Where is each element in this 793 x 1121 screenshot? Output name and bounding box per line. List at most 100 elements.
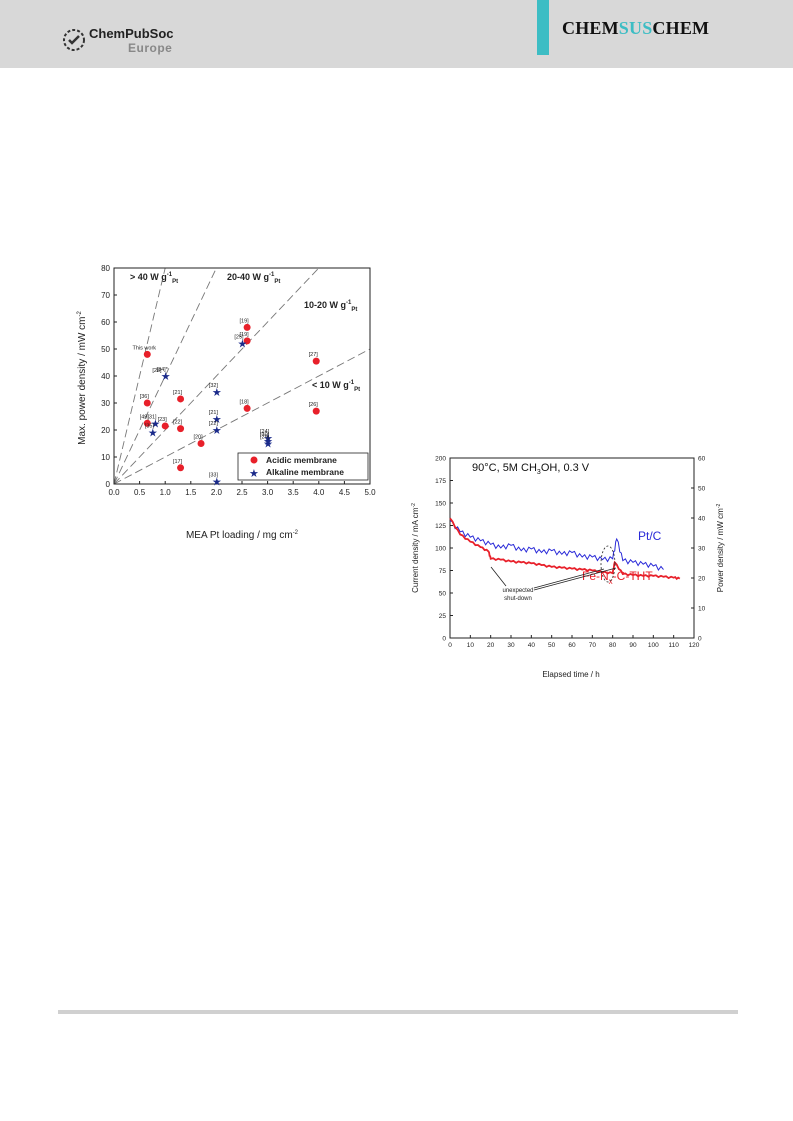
acidic-point bbox=[243, 323, 251, 331]
alkaline-point: ★ bbox=[150, 418, 160, 430]
chart2-plot-frame bbox=[449, 457, 695, 639]
acidic-point bbox=[143, 399, 151, 407]
y-tick-label-left: 125 bbox=[435, 523, 446, 530]
y-tick-label: 70 bbox=[101, 291, 110, 300]
x-tick-label: 3.0 bbox=[262, 488, 274, 497]
y-tick-label-left: 25 bbox=[439, 613, 447, 620]
point-label: [27] bbox=[309, 352, 319, 358]
journal-mid: SUS bbox=[618, 18, 653, 38]
y-tick-label: 80 bbox=[101, 264, 110, 273]
annotation-line1: unexpected bbox=[502, 588, 533, 594]
y-tick-label-right: 0 bbox=[698, 636, 702, 643]
point-label: [29] bbox=[260, 435, 270, 441]
point-label: [25] bbox=[234, 335, 244, 341]
alkaline-point: ★ bbox=[161, 371, 171, 383]
y-tick-label: 50 bbox=[101, 345, 110, 354]
point-label: [19] bbox=[240, 318, 250, 324]
acidic-point bbox=[143, 350, 151, 358]
y-tick-label: 30 bbox=[101, 399, 110, 408]
point-label: [49] bbox=[140, 414, 150, 420]
point-label: [23] bbox=[158, 417, 168, 423]
x-tick-label: 1.0 bbox=[160, 488, 172, 497]
acidic-point bbox=[177, 464, 185, 472]
acidic-point bbox=[177, 425, 185, 433]
chart2-ylabel-right: Power density / mW cm-2 bbox=[716, 504, 725, 593]
shutdown-ellipse bbox=[600, 545, 616, 583]
point-label: [35] bbox=[145, 424, 155, 430]
y-tick-label-right: 60 bbox=[698, 456, 706, 463]
x-tick-label: 70 bbox=[589, 642, 597, 649]
chart1-legend: Acidic membrane ★ Alkaline membrane bbox=[237, 452, 369, 481]
legend-acidic-label: Acidic membrane bbox=[266, 455, 337, 465]
acidic-point bbox=[143, 419, 151, 427]
point-label: This work bbox=[133, 345, 157, 351]
point-label: [19] bbox=[240, 332, 250, 338]
acidic-point bbox=[312, 357, 320, 365]
annotation-arrow-3 bbox=[533, 567, 617, 591]
point-label: [22] bbox=[173, 420, 183, 426]
journal-prefix: CHEM bbox=[562, 18, 619, 38]
alkaline-point: ★ bbox=[263, 436, 273, 448]
publisher-sub: Europe bbox=[128, 41, 173, 55]
x-tick-label: 80 bbox=[609, 642, 617, 649]
x-tick-label: 10 bbox=[467, 642, 475, 649]
series-label-ptc: Pt/C bbox=[638, 529, 662, 543]
legend-alkaline-label: Alkaline membrane bbox=[266, 467, 344, 477]
x-tick-label: 1.5 bbox=[185, 488, 197, 497]
point-label: [26] bbox=[309, 402, 319, 408]
chempubsoc-logo: ChemPubSoc Europe bbox=[62, 24, 202, 60]
alkaline-point: ★ bbox=[148, 428, 158, 440]
alkaline-point: ★ bbox=[212, 425, 222, 437]
point-label: [32] bbox=[209, 383, 219, 389]
point-label: [18] bbox=[240, 399, 250, 405]
point-label: [17] bbox=[173, 459, 183, 465]
alkaline-point: ★ bbox=[212, 476, 222, 488]
acidic-point bbox=[243, 337, 251, 345]
point-label: [34]* bbox=[157, 367, 169, 373]
y-tick-label-right: 10 bbox=[698, 606, 706, 613]
journal-suffix: CHEM bbox=[652, 18, 710, 38]
x-tick-label: 4.5 bbox=[339, 488, 351, 497]
y-tick-label: 20 bbox=[101, 426, 110, 435]
y-tick-label: 0 bbox=[106, 480, 111, 489]
zone-line-40 bbox=[113, 267, 217, 485]
x-tick-label: 4.0 bbox=[313, 488, 325, 497]
y-tick-label-left: 50 bbox=[439, 591, 447, 598]
x-tick-label: 2.0 bbox=[211, 488, 223, 497]
y-tick-label-right: 20 bbox=[698, 576, 706, 583]
x-tick-label: 0.5 bbox=[134, 488, 146, 497]
zone-line-10 bbox=[113, 348, 371, 485]
acidic-point bbox=[161, 422, 169, 430]
x-tick-label: 0.0 bbox=[108, 488, 120, 497]
point-label: [20] bbox=[193, 435, 203, 441]
acidic-point bbox=[197, 440, 205, 447]
acidic-point bbox=[177, 395, 185, 403]
alkaline-point: ★ bbox=[212, 387, 222, 399]
annotation-line2: shut-down bbox=[504, 596, 532, 602]
y-tick-label-right: 50 bbox=[698, 486, 706, 493]
point-label: [21] bbox=[209, 410, 219, 416]
x-tick-label: 5.0 bbox=[364, 488, 376, 497]
zone-line-20 bbox=[113, 267, 320, 485]
x-tick-label: 40 bbox=[528, 642, 536, 649]
y-tick-label: 10 bbox=[101, 453, 110, 462]
zone-line-80 bbox=[113, 267, 166, 485]
chempubsoc-badge-icon bbox=[63, 29, 85, 51]
y-tick-label-left: 200 bbox=[435, 456, 446, 463]
zone-label-20-40: 20-40 W g-1Pt bbox=[227, 272, 280, 285]
publisher-name: ChemPubSoc bbox=[89, 26, 174, 41]
zone-label-lt10: < 10 W g-1Pt bbox=[312, 380, 360, 393]
x-tick-label: 2.5 bbox=[236, 488, 248, 497]
chart2-title: 90°C, 5M CH3OH, 0.3 V bbox=[472, 462, 590, 476]
journal-title: CHEMSUSCHEM bbox=[562, 18, 709, 39]
legend-alkaline-marker: ★ bbox=[249, 468, 259, 480]
annotation-arrow-1 bbox=[490, 566, 507, 587]
journal-accent-bar bbox=[537, 0, 549, 55]
footer-rule bbox=[58, 1010, 738, 1014]
point-label: [28] bbox=[152, 368, 162, 374]
zone-label-gt40: > 40 W g-1Pt bbox=[130, 272, 178, 285]
acidic-point bbox=[312, 407, 320, 415]
series-label-fe: Fe-Nx-C-THT bbox=[582, 569, 653, 586]
point-label: [21] bbox=[173, 390, 183, 396]
chart2-xlabel: Elapsed time / h bbox=[542, 670, 599, 679]
